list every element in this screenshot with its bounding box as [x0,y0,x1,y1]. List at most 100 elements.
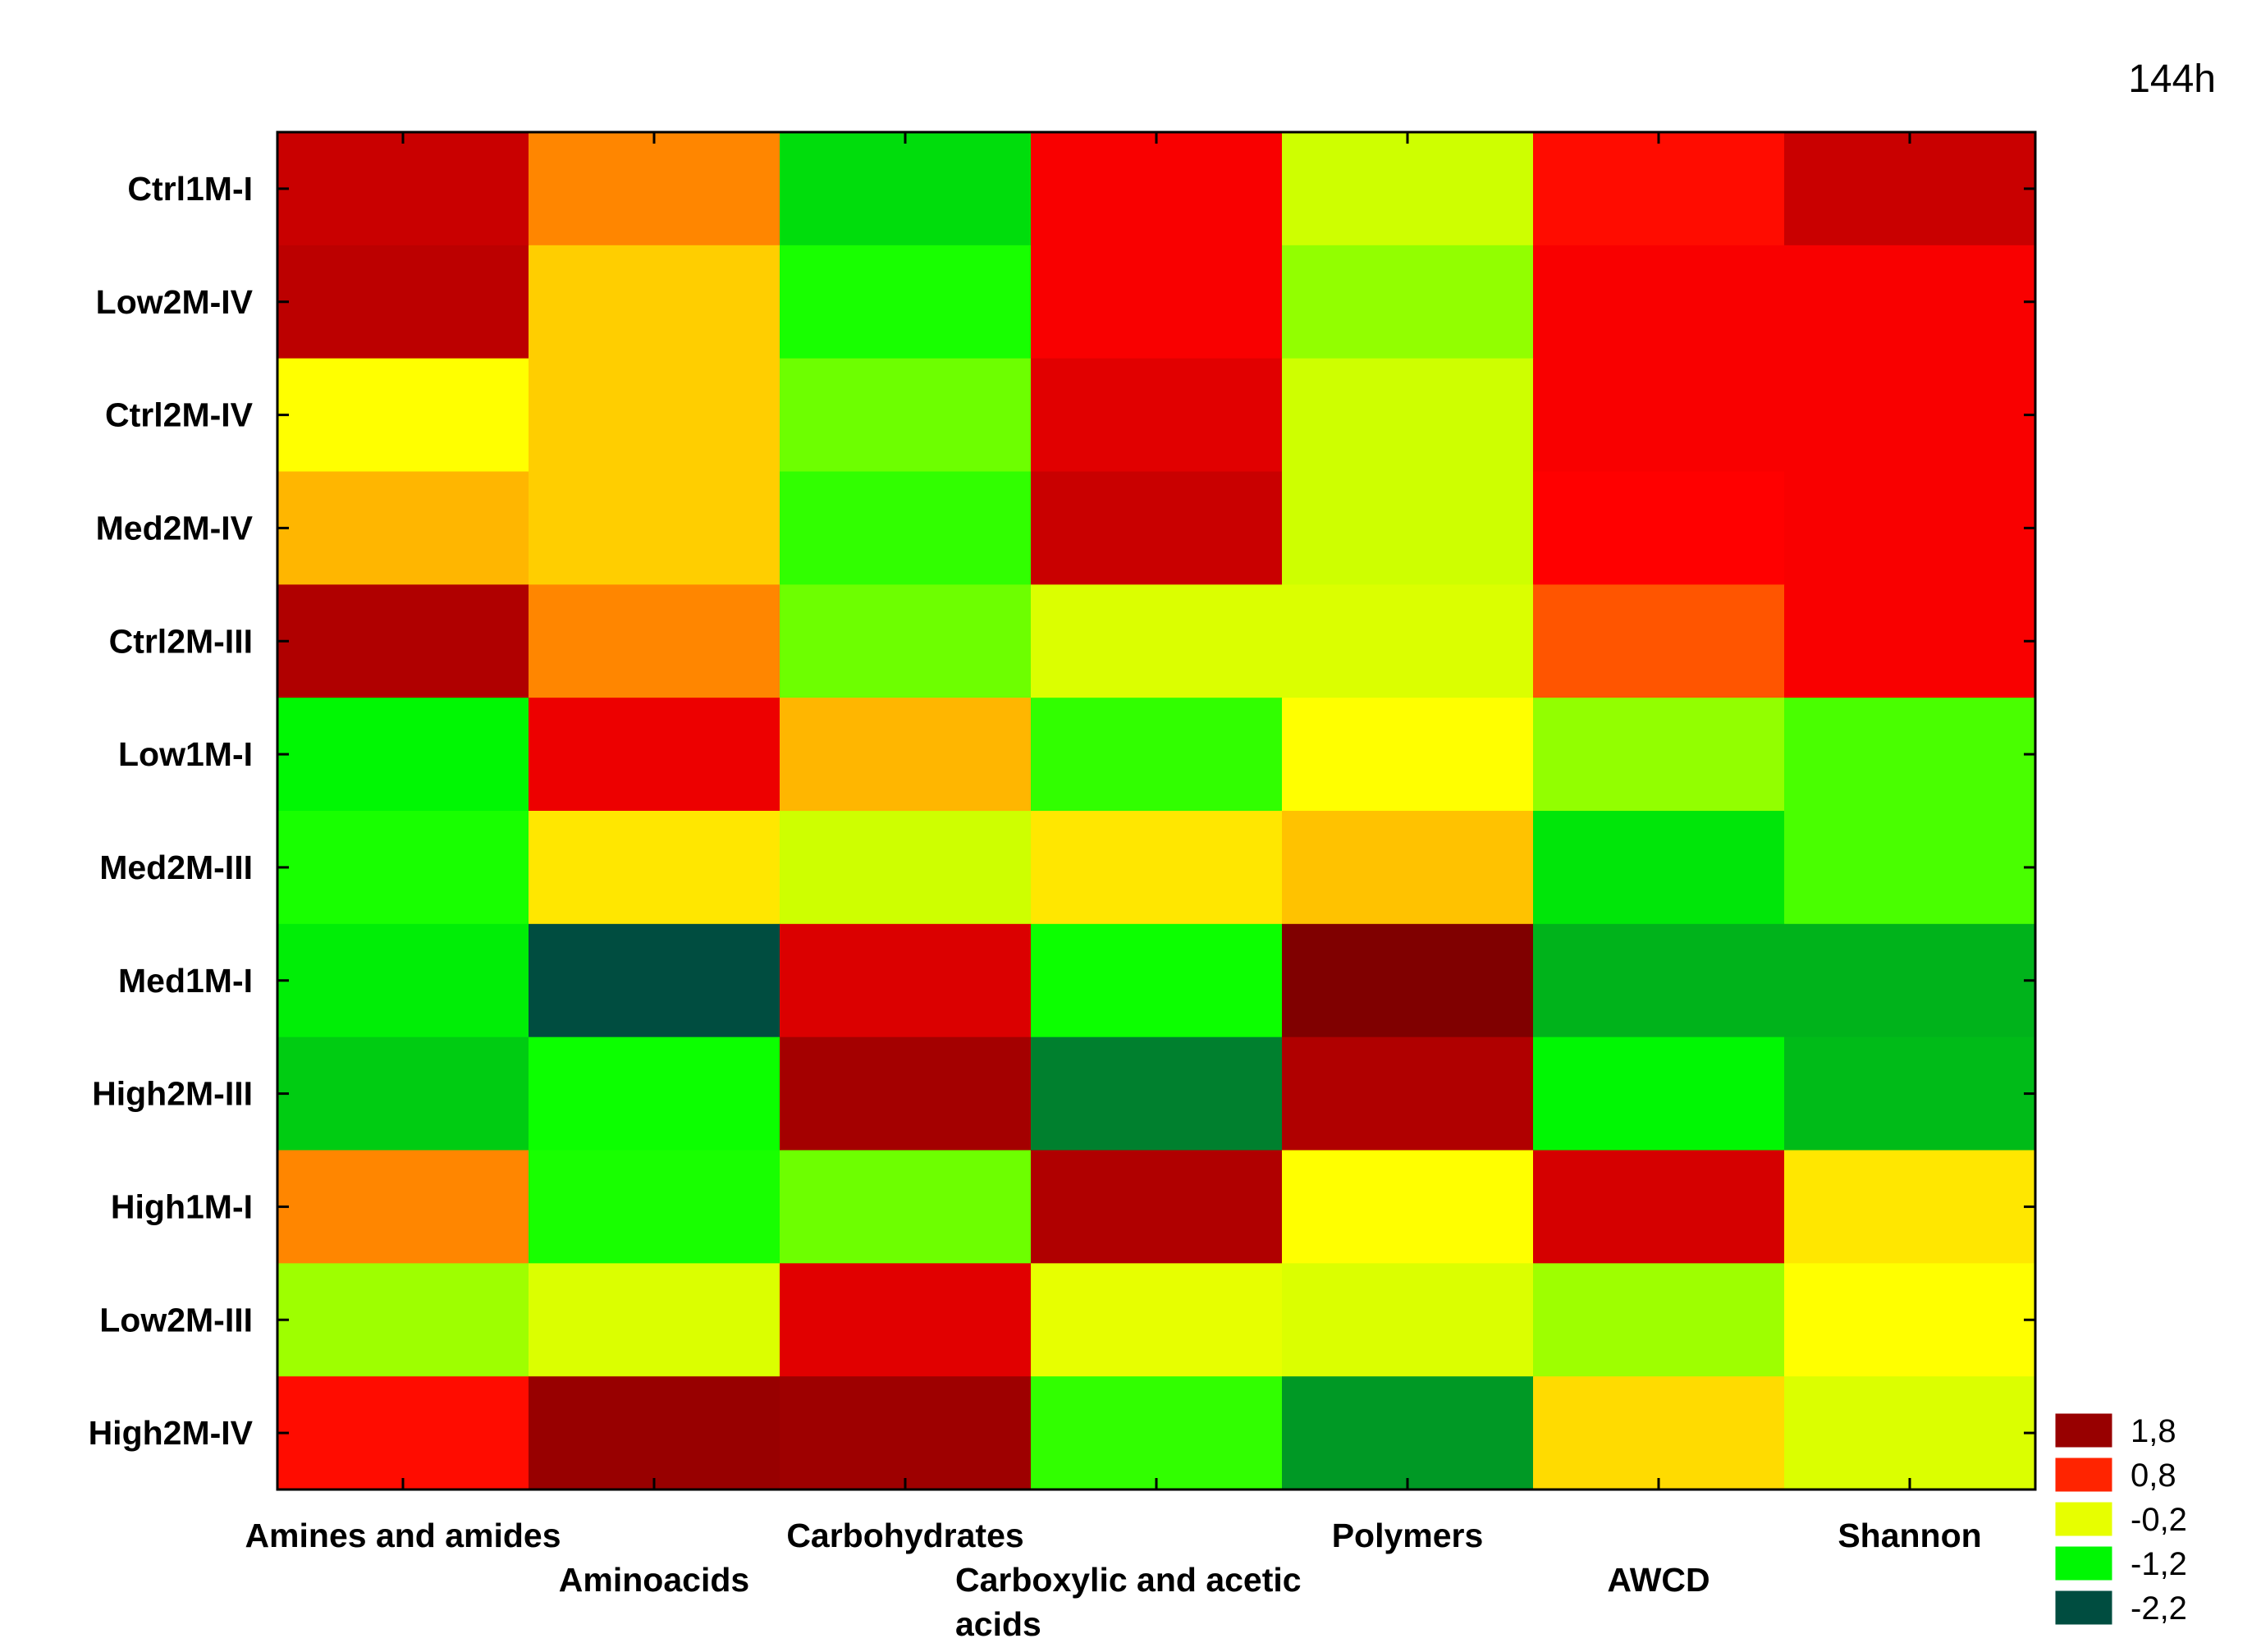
heatmap-cell [529,245,780,359]
heatmap-cell [1031,1037,1283,1151]
column-label: Aminoacids [559,1561,749,1599]
legend-swatch [2054,1501,2113,1537]
heatmap-cell [1282,1376,1534,1490]
heatmap-cell [1784,471,2036,585]
heatmap-cell [1784,358,2036,473]
heatmap-cell [1031,245,1283,359]
heatmap-cell [1031,471,1283,585]
heatmap-cell [1031,132,1283,246]
heatmap-cell [1031,1376,1283,1490]
row-label: High2M-IV [89,1414,254,1452]
row-label: Ctrl2M-III [109,622,253,660]
legend-label: -2,2 [2131,1590,2187,1627]
heatmap-cell [1282,923,1534,1038]
heatmap-cell [780,923,1032,1038]
chart-title: 144h [2128,57,2216,101]
heatmap-cell [780,1037,1032,1151]
heatmap-cell [1784,923,2036,1038]
heatmap-cell [277,1263,529,1377]
heatmap-cell [1031,811,1283,925]
row-label: Low1M-I [118,735,253,773]
heatmap-cell [1533,811,1785,925]
heatmap-cell [277,811,529,925]
heatmap-cell [1282,471,1534,585]
heatmap-cell [277,132,529,246]
heatmap-cell [1533,245,1785,359]
heatmap-cell [1533,471,1785,585]
row-label: Med2M-III [99,849,253,886]
row-label: Ctrl2M-IV [105,396,254,434]
heatmap-cell [1282,245,1534,359]
heatmap-cell [1282,358,1534,473]
heatmap-cell [277,471,529,585]
column-label: Shannon [1838,1517,1981,1554]
heatmap-cell [1533,584,1785,698]
heatmap-cell [1533,698,1785,812]
heatmap-cell [529,132,780,246]
heatmap-cell [1282,132,1534,246]
heatmap-cell [529,923,780,1038]
legend-swatch [2054,1590,2113,1626]
heatmap-cell [529,1150,780,1264]
heatmap-cell [529,1037,780,1151]
row-label: High1M-I [111,1188,253,1225]
heatmap-cell [1031,1150,1283,1264]
heatmap-cell [1031,698,1283,812]
heatmap-cell [1784,698,2036,812]
legend-label: 0,8 [2131,1458,2176,1494]
heatmap-cell [529,358,780,473]
heatmap-cell [780,811,1032,925]
heatmap-cell [277,1037,529,1151]
heatmap-cell [780,1263,1032,1377]
heatmap-cell [1533,1037,1785,1151]
heatmap-cell [1031,584,1283,698]
heatmap-cell [1031,923,1283,1038]
heatmap-cell [529,471,780,585]
row-labels: Ctrl1M-I Low2M-IV Ctrl2M-IV Med2M-IV Ctrl2M-… [89,170,254,1452]
heatmap-cell [529,698,780,812]
heatmap-cell [1282,811,1534,925]
heatmap-cell [1784,1150,2036,1264]
legend-label: 1,8 [2131,1413,2176,1449]
heatmap-cell [1784,132,2036,246]
row-label: Med2M-IV [96,509,254,547]
row-label: Ctrl1M-I [127,170,253,208]
row-label: Low2M-III [99,1301,253,1339]
heatmap-cells [277,132,2036,1490]
column-label: Amines and amides [245,1517,561,1554]
heatmap-cell [780,245,1032,359]
column-label: Carbohydrates [786,1517,1023,1554]
heatmap-cell [780,584,1032,698]
heatmap-cell [277,1376,529,1490]
heatmap-cell [277,358,529,473]
heatmap-cell [1533,132,1785,246]
heatmap-cell [1533,1150,1785,1264]
heatmap-cell [780,132,1032,246]
heatmap-cell [1031,1263,1283,1377]
heatmap-cell [780,358,1032,473]
heatmap-cell [1784,245,2036,359]
heatmap-cell [529,584,780,698]
heatmap-cell [780,1150,1032,1264]
heatmap-cell [1031,358,1283,473]
column-labels: Amines and amides Aminoacids Carbohydrates… [245,1517,1981,1643]
heatmap-cell [1282,698,1534,812]
heatmap-cell [277,245,529,359]
heatmap-cell [1784,1263,2036,1377]
heatmap-cell [780,1376,1032,1490]
heatmap-cell [1784,1037,2036,1151]
heatmap-cell [1784,811,2036,925]
heatmap-cell [277,584,529,698]
heatmap-cell [1533,923,1785,1038]
heatmap-cell [780,698,1032,812]
axis-ticks [277,132,2035,1490]
heatmap-cell [1533,1263,1785,1377]
legend-swatch [2054,1412,2113,1448]
heatmap-cell [1282,584,1534,698]
legend-label: -1,2 [2131,1546,2187,1582]
legend-label: -0,2 [2131,1502,2187,1538]
heatmap-cell [277,698,529,812]
heatmap-cell [1282,1150,1534,1264]
heatmap-cell [1282,1263,1534,1377]
